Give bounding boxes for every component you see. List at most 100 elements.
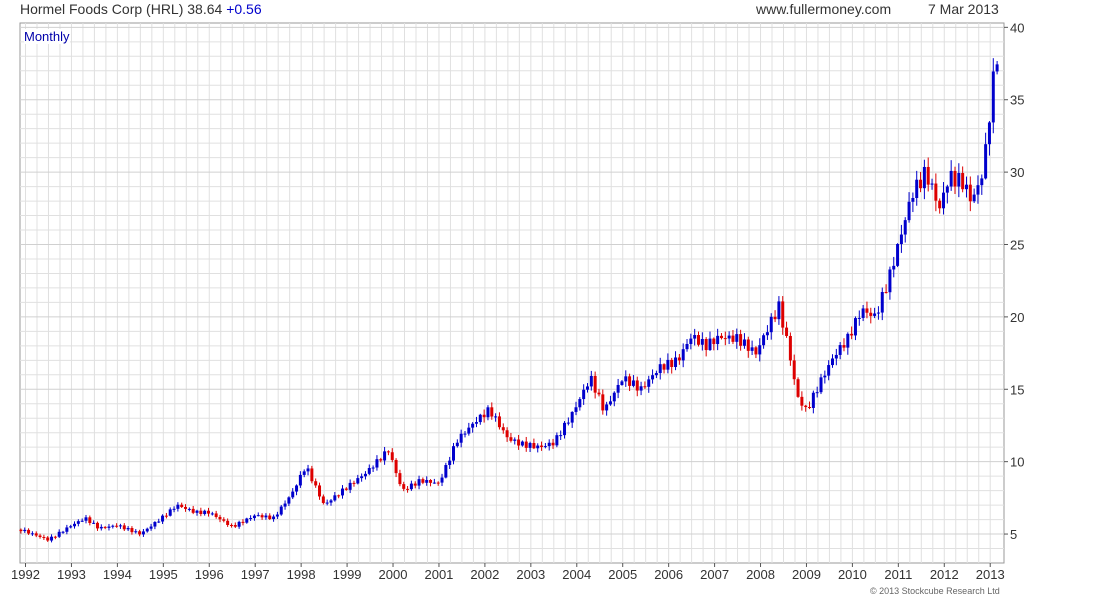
candle-body: [429, 480, 433, 483]
candle-body: [76, 521, 80, 524]
candle-body: [616, 384, 620, 393]
candle-body: [149, 526, 153, 529]
candle-body: [134, 531, 138, 533]
candle-body: [601, 394, 605, 411]
x-tick-label: 2005: [608, 567, 637, 582]
candle-body: [547, 442, 551, 447]
candle-body: [191, 508, 195, 513]
candle-body: [842, 345, 846, 348]
candle-body: [739, 334, 743, 346]
candle-body: [141, 531, 145, 535]
candle-body: [187, 508, 191, 510]
x-tick-label: 1999: [333, 567, 362, 582]
candle-body: [115, 525, 119, 527]
candle-body: [876, 312, 880, 314]
x-tick-label: 2006: [654, 567, 683, 582]
x-tick-label: 2010: [838, 567, 867, 582]
candle-body: [95, 522, 99, 529]
y-tick-label: 20: [1010, 310, 1024, 325]
candle-body: [540, 445, 544, 448]
candle-body: [777, 301, 781, 320]
candle-body: [318, 485, 322, 497]
candle-body: [543, 446, 547, 448]
candle-body: [957, 173, 961, 187]
candle-body: [995, 64, 999, 72]
candle-body: [597, 392, 601, 395]
candle-body: [620, 381, 624, 385]
candle-body: [899, 234, 903, 245]
candle-body: [796, 379, 800, 397]
y-tick-label: 5: [1010, 527, 1017, 542]
candle-body: [329, 500, 333, 503]
candle-body: [873, 313, 877, 316]
x-tick-label: 2003: [516, 567, 545, 582]
candle-body: [769, 316, 773, 333]
x-tick-label: 1994: [103, 567, 132, 582]
candle-body: [624, 376, 628, 382]
candle-body: [704, 339, 708, 351]
candle-body: [509, 437, 513, 441]
candle-body: [84, 517, 88, 521]
candle-body: [272, 516, 276, 520]
candle-body: [972, 194, 976, 202]
candle-body: [111, 525, 115, 527]
candle-body: [19, 529, 23, 532]
candle-body: [348, 482, 352, 490]
candle-body: [670, 359, 674, 368]
candle-body: [467, 427, 471, 434]
candle-body: [478, 414, 482, 423]
x-tick-label: 2007: [700, 567, 729, 582]
candle-body: [501, 427, 505, 431]
x-tick-label: 1996: [195, 567, 224, 582]
candle-body: [566, 422, 570, 424]
y-tick-label: 40: [1010, 20, 1024, 35]
chart-title: Hormel Foods Corp (HRL) 38.64 +0.56: [20, 0, 262, 18]
candle-body: [252, 515, 256, 519]
candle-body: [762, 335, 766, 346]
candle-body: [390, 452, 394, 460]
candle-body: [953, 170, 957, 187]
candle-body: [452, 446, 456, 461]
candle-body: [987, 122, 991, 145]
candle-body: [176, 504, 180, 509]
candle-body: [65, 527, 69, 532]
candle-body: [50, 536, 54, 541]
candle-body: [719, 335, 723, 339]
candle-body: [409, 483, 413, 490]
candle-body: [593, 375, 597, 393]
candle-body: [421, 479, 425, 483]
x-tick-label: 2011: [884, 567, 912, 582]
candle-body: [42, 536, 46, 538]
y-axis-ticks: 5 10 15 20 25 30 35 40: [1004, 20, 1024, 542]
candle-body: [229, 524, 233, 526]
candle-body: [73, 523, 77, 527]
candle-body: [559, 435, 563, 437]
x-tick-label: 1992: [11, 567, 40, 582]
candle-body: [961, 173, 965, 190]
candle-body: [788, 335, 792, 361]
candle-body: [448, 460, 452, 466]
candle-body: [551, 442, 555, 446]
candle-body: [145, 528, 149, 532]
candle-body: [34, 533, 38, 536]
candle-body: [915, 179, 919, 198]
candle-body: [693, 335, 697, 339]
candle-body: [647, 379, 651, 387]
candle-body: [99, 526, 103, 529]
candle-body: [241, 521, 245, 523]
candle-body: [222, 519, 226, 521]
candle-body: [153, 522, 157, 527]
chart-date: 7 Mar 2013: [928, 1, 999, 17]
candles: [19, 58, 999, 543]
candle-body: [103, 526, 107, 528]
candle-body: [463, 433, 467, 435]
y-tick-label: 10: [1010, 455, 1024, 470]
candle-body: [712, 338, 716, 345]
candle-body: [662, 364, 666, 370]
candle-body: [536, 445, 540, 449]
candle-body: [295, 485, 299, 492]
candle-body: [164, 515, 168, 517]
candle-body: [750, 347, 754, 351]
source-link[interactable]: www.fullermoney.com: [756, 1, 892, 17]
candle-body: [666, 359, 670, 370]
